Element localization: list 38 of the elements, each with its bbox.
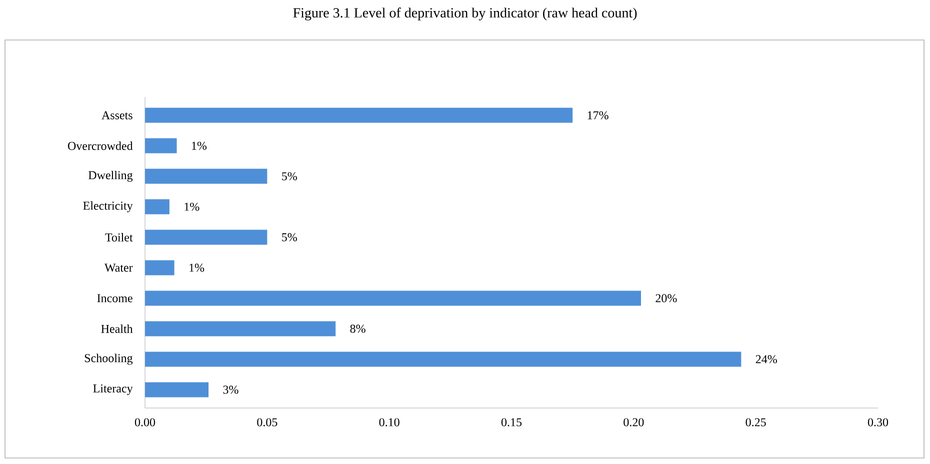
bar — [145, 290, 641, 306]
y-tick-label: Health — [101, 324, 133, 333]
y-tick-label: Assets — [102, 111, 132, 120]
y-tick-label: Dwelling — [88, 170, 133, 182]
x-tick-label: 0.15 — [501, 418, 522, 426]
x-tick-label: 0.30 — [868, 418, 888, 426]
y-tick-label: Income — [97, 294, 132, 302]
bar — [145, 108, 573, 123]
bar — [145, 352, 742, 367]
data-label: 20% — [656, 294, 677, 302]
x-tick-label: 0.00 — [134, 418, 156, 426]
data-label: 5% — [282, 172, 297, 180]
y-tick-label: Electricity — [83, 201, 133, 212]
data-label: 5% — [282, 233, 297, 242]
y-tick-label: Overcrowded — [68, 142, 133, 150]
bar — [145, 382, 209, 398]
data-label: 1% — [190, 264, 204, 272]
data-label: 24% — [756, 355, 777, 364]
y-tick-label: Schooling — [84, 354, 133, 365]
bar — [145, 199, 170, 214]
x-tick-label: 0.05 — [257, 418, 278, 426]
bar — [145, 168, 268, 184]
data-label: 3% — [223, 386, 238, 394]
bar — [145, 260, 174, 276]
data-label: 17% — [588, 111, 608, 120]
data-label: 1% — [192, 142, 207, 150]
y-tick-label: Toilet — [105, 233, 133, 242]
bar — [145, 138, 177, 154]
x-tick-label: 0.10 — [379, 418, 400, 426]
x-tick-label: 0.25 — [746, 418, 766, 426]
chart-title: Figure 3.1 Level of deprivation by indicator (raw head count) — [293, 8, 637, 20]
bar — [145, 321, 336, 336]
x-tick-label: 0.20 — [624, 418, 644, 426]
bar — [145, 230, 268, 245]
y-tick-label: Water — [104, 264, 133, 272]
data-label: 8% — [350, 324, 366, 333]
y-tick-label: Literacy — [93, 384, 133, 395]
data-label: 1% — [184, 202, 200, 211]
